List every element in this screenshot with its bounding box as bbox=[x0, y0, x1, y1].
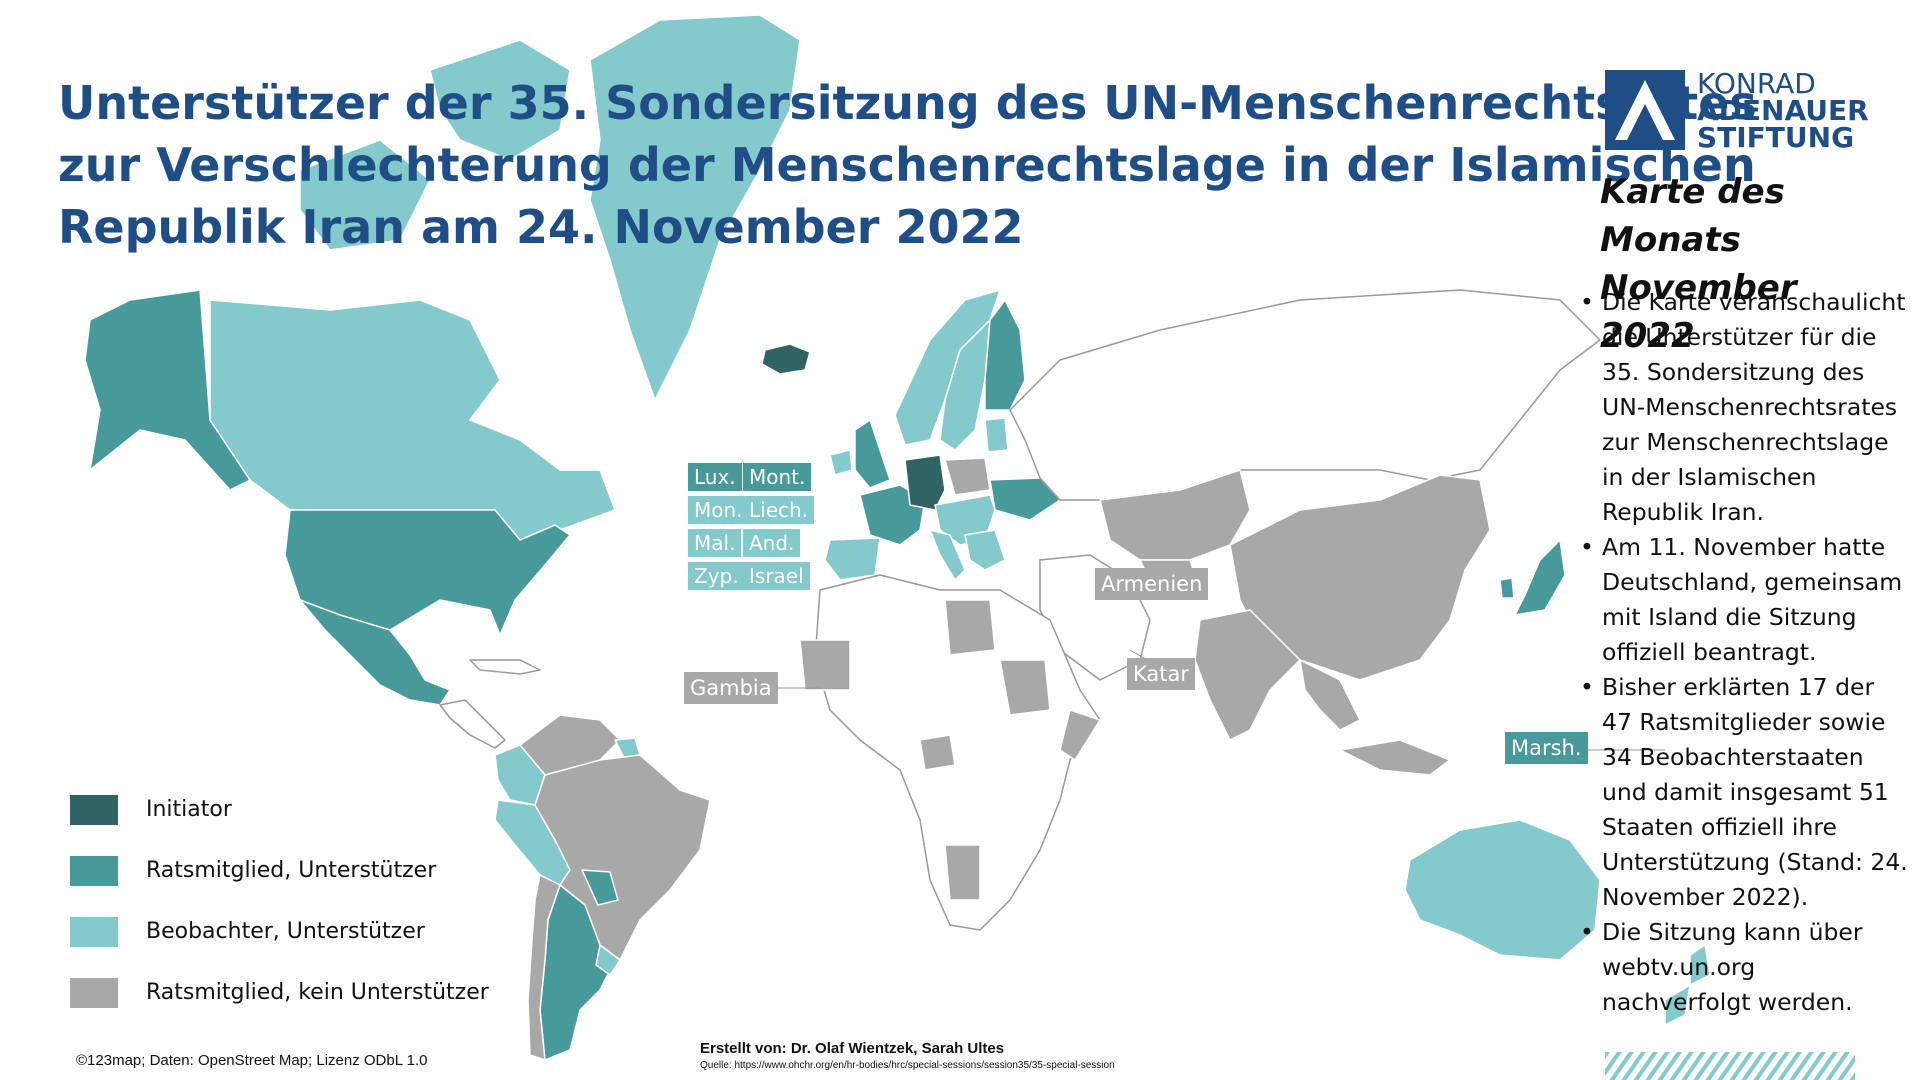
country-italy bbox=[929, 529, 966, 581]
map-credit: ©123map; Daten: OpenStreet Map; Lizenz O… bbox=[76, 1052, 428, 1069]
legend-label: Beobachter, Unterstützer bbox=[146, 919, 425, 944]
tag-lux: Lux. bbox=[688, 463, 742, 491]
country-canada-islands bbox=[429, 39, 571, 161]
legend-swatch bbox=[70, 917, 118, 947]
country-sudan bbox=[999, 659, 1051, 716]
country-paraguay bbox=[581, 869, 619, 906]
country-chile bbox=[527, 874, 561, 1061]
info-bullet: Am 11. November hatte Deutschland, gemei… bbox=[1580, 530, 1910, 670]
country-alaska bbox=[84, 289, 251, 491]
source-link: Quelle: https://www.ohchr.org/en/hr-bodi… bbox=[700, 1060, 1115, 1071]
info-bullet: Bisher erklärten 17 der 47 Ratsmitgliede… bbox=[1580, 670, 1910, 915]
author-credit: Erstellt von: Dr. Olaf Wientzek, Sarah U… bbox=[700, 1040, 1005, 1057]
tag-mon: Mon. bbox=[688, 496, 749, 524]
kas-logo-text: KONRAD ADENAUER STIFTUNG bbox=[1697, 67, 1869, 154]
country-ukraine bbox=[989, 477, 1061, 521]
country-south-korea bbox=[1499, 577, 1515, 599]
tag-israel: Israel bbox=[743, 562, 810, 590]
tag-gambia: Gambia bbox=[684, 672, 778, 704]
title-line-3: Republik Iran am 24. November 2022 bbox=[58, 200, 1024, 254]
country-southeast-asia bbox=[1299, 659, 1361, 731]
country-central-africa bbox=[919, 734, 956, 771]
country-finland bbox=[984, 299, 1026, 411]
tag-armenien: Armenien bbox=[1095, 568, 1209, 600]
country-australia bbox=[1404, 819, 1601, 961]
country-japan bbox=[1514, 539, 1566, 616]
country-sahara-north bbox=[944, 599, 996, 656]
country-sweden bbox=[939, 319, 991, 451]
country-west-africa bbox=[799, 639, 851, 691]
country-iceland bbox=[761, 343, 811, 375]
tag-katar: Katar bbox=[1127, 658, 1196, 690]
info-bullet: Die Karte veranschaulicht die Unterstütz… bbox=[1580, 285, 1910, 530]
country-cuba bbox=[469, 659, 541, 675]
title-line-1: Unterstützer der 35. Sondersitzung des U… bbox=[58, 76, 1757, 130]
country-poland bbox=[944, 457, 991, 496]
country-greenland bbox=[589, 14, 801, 401]
legend-swatch bbox=[70, 978, 118, 1008]
kas-logo-line-2: ADENAUER bbox=[1697, 94, 1869, 127]
country-uk bbox=[854, 419, 891, 489]
legend-label: Initiator bbox=[146, 797, 232, 822]
country-indonesia bbox=[1339, 739, 1451, 776]
country-canada bbox=[209, 299, 616, 541]
legend-label: Ratsmitglied, kein Unterstützer bbox=[146, 980, 489, 1005]
title-line-2: zur Verschlechterung der Menschenrechtsl… bbox=[58, 138, 1756, 192]
tag-liech: Liech. bbox=[743, 496, 815, 524]
country-central-america bbox=[439, 699, 506, 749]
country-canada-islands-2 bbox=[299, 139, 431, 251]
country-india bbox=[1194, 609, 1301, 741]
country-mexico bbox=[299, 599, 451, 706]
kas-logo-mark-icon bbox=[1605, 70, 1685, 150]
kas-logo-line-1: KONRAD bbox=[1697, 67, 1816, 100]
legend-swatch bbox=[70, 856, 118, 886]
country-south-africa bbox=[944, 844, 981, 901]
country-uruguay bbox=[595, 944, 621, 976]
decorative-hatch-bar bbox=[1605, 1052, 1855, 1080]
country-ireland bbox=[829, 449, 853, 476]
tag-marsh: Marsh. bbox=[1505, 732, 1588, 764]
info-bullet: Die Sitzung kann über webtv.un.org nachv… bbox=[1580, 915, 1910, 1020]
legend-label: Ratsmitglied, Unterstützer bbox=[146, 858, 437, 883]
country-spain bbox=[824, 537, 881, 581]
tag-mont: Mont. bbox=[743, 463, 812, 491]
country-somalia bbox=[1059, 709, 1101, 761]
country-russia bbox=[1009, 289, 1601, 501]
tag-mal: Mal. bbox=[688, 529, 742, 557]
legend-swatch bbox=[70, 795, 118, 825]
map-title: Unterstützer der 35. Sondersitzung des U… bbox=[58, 72, 1757, 258]
kas-logo-line-3: STIFTUNG bbox=[1697, 121, 1855, 154]
country-germany bbox=[904, 454, 946, 511]
country-brazil bbox=[534, 754, 711, 961]
karte-des-monats-line-1: Karte des Monats bbox=[1600, 172, 1785, 260]
country-balkans bbox=[964, 529, 1006, 571]
kas-logo: KONRAD ADENAUER STIFTUNG bbox=[1605, 70, 1885, 155]
tag-zyp: Zyp. bbox=[688, 562, 745, 590]
tag-and: And. bbox=[743, 529, 801, 557]
country-baltics bbox=[984, 417, 1009, 453]
info-bullets: Die Karte veranschaulicht die Unterstütz… bbox=[1580, 285, 1910, 1020]
